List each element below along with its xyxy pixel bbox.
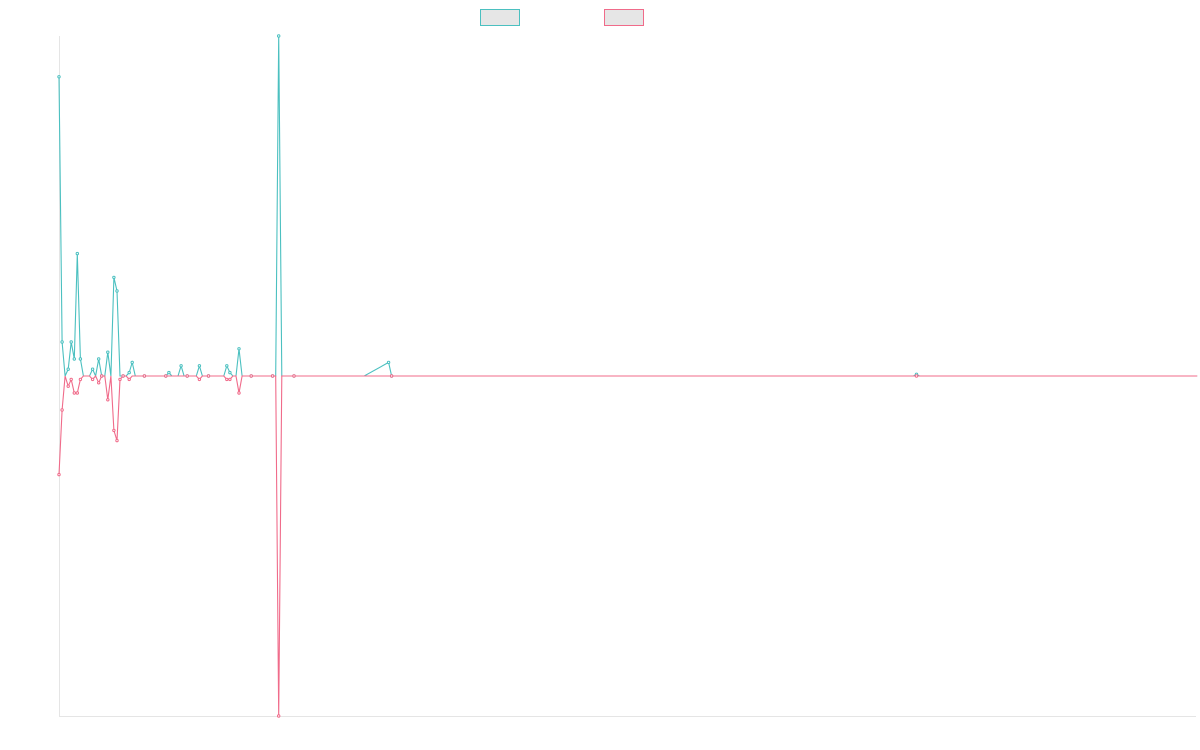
series-2-point[interactable] [164,374,168,378]
series-1-point[interactable] [60,340,64,344]
series-layer [57,34,1198,718]
series-2-point[interactable] [106,398,110,402]
series-1-point[interactable] [66,367,70,371]
series-2-line[interactable] [58,375,1198,717]
series-2-point[interactable] [112,428,116,433]
series-2-point[interactable] [185,374,189,378]
series-2-point[interactable] [69,377,73,382]
series-1-point[interactable] [167,370,171,375]
series-1-point[interactable] [90,367,95,371]
series-1-point[interactable] [225,364,229,368]
series-2-point[interactable] [121,374,125,378]
chart-legend [0,9,1200,27]
series-2-point[interactable] [97,381,101,385]
series-1-point[interactable] [237,347,241,351]
series-2-point[interactable] [292,374,296,378]
series-1-point[interactable] [115,289,119,293]
series-1-point[interactable] [127,370,131,375]
series-1-line[interactable] [58,35,1198,379]
series-2-point[interactable] [228,377,232,382]
series-2-point[interactable] [78,377,83,382]
series-2-point[interactable] [127,377,131,382]
series-1-point[interactable] [228,370,232,375]
series-2-point[interactable] [225,377,229,382]
series-2-point[interactable] [270,374,275,378]
series-2-point[interactable] [142,374,147,378]
series-1-point[interactable] [130,360,134,365]
series-1-point[interactable] [179,364,183,368]
series-2-point[interactable] [237,391,241,395]
series-2-point[interactable] [60,408,64,412]
series-2-point[interactable] [57,472,61,477]
series-1-point[interactable] [386,360,391,365]
series-1-point[interactable] [69,340,73,344]
series-2-point[interactable] [277,714,281,718]
series-1-point[interactable] [277,34,281,38]
series-2-point[interactable] [90,377,95,382]
series-2-point[interactable] [389,374,394,378]
series-1-point[interactable] [97,357,101,361]
series-1-point[interactable] [112,275,116,280]
series-2-point[interactable] [249,374,253,378]
legend-item-series-2[interactable] [604,9,644,26]
series-1-point[interactable] [75,251,80,256]
series-2-point[interactable] [100,374,104,378]
series-1-point[interactable] [72,357,77,361]
series-2-point[interactable] [197,377,202,382]
series-1-point[interactable] [57,75,61,79]
series-2-point[interactable] [115,438,119,443]
series-1-point[interactable] [78,357,83,361]
series-2-point[interactable] [118,377,122,382]
series-1-point[interactable] [197,364,202,368]
legend-swatch-series-1 [480,9,520,26]
series-2-point[interactable] [914,374,919,378]
series-2-point[interactable] [206,374,211,378]
series-1-point[interactable] [106,350,110,354]
series-2-point[interactable] [75,391,80,395]
series-2-point[interactable] [66,384,70,388]
legend-swatch-series-2 [604,9,644,26]
legend-item-series-1[interactable] [480,9,520,26]
series-2-point[interactable] [72,391,77,395]
